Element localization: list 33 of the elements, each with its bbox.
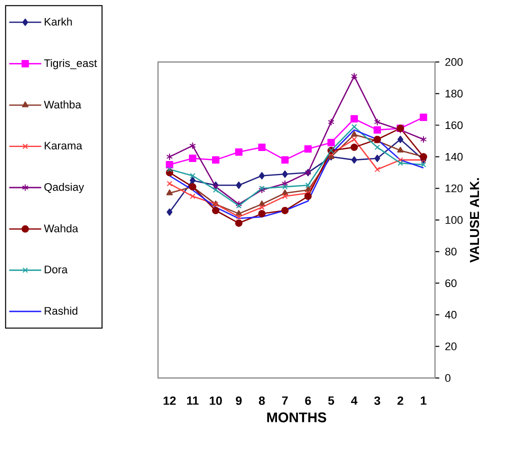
- x-tick-label: 9: [236, 396, 242, 405]
- x-tick-label: 11: [187, 396, 199, 405]
- legend-label: Karama: [44, 142, 82, 150]
- y-tick-label: 80: [445, 248, 457, 256]
- y-tick-label: 40: [445, 310, 457, 319]
- x-tick-label: 1: [420, 396, 426, 405]
- x-tick-label: 7: [282, 396, 288, 405]
- x-axis-title: MONTHS: [267, 412, 326, 422]
- x-tick-label: 4: [351, 396, 358, 405]
- x-tick-label: 6: [305, 396, 311, 405]
- y-tick-label: 20: [445, 342, 457, 350]
- x-tick-label: 5: [328, 396, 334, 405]
- x-tick-label: 12: [164, 396, 176, 405]
- y-axis-title: VALUSE ALK.: [470, 178, 480, 263]
- y-tick-label: 100: [446, 216, 463, 224]
- x-tick-label: 2: [397, 396, 404, 405]
- y-tick-label: 60: [445, 279, 457, 288]
- y-tick-label: 200: [445, 58, 463, 66]
- legend-label: Wathba: [44, 100, 82, 108]
- legend-label: Dora: [44, 266, 68, 274]
- legend-label: Rashid: [44, 306, 78, 315]
- legend-label: Qadsiay: [44, 182, 84, 194]
- legend-label: Karkh: [44, 18, 72, 26]
- y-tick-label: 140: [446, 152, 463, 161]
- x-tick-label: 3: [374, 396, 380, 405]
- legend-label: Tigris_east: [44, 58, 97, 70]
- y-tick-label: 120: [446, 184, 463, 192]
- legend-label: Wahda: [44, 224, 78, 232]
- y-tick-label: 180: [446, 90, 463, 98]
- y-tick-label: 160: [446, 121, 463, 130]
- y-tick-label: 0: [445, 374, 450, 382]
- x-tick-label: 8: [258, 396, 265, 405]
- x-tick-label: 10: [210, 396, 222, 405]
